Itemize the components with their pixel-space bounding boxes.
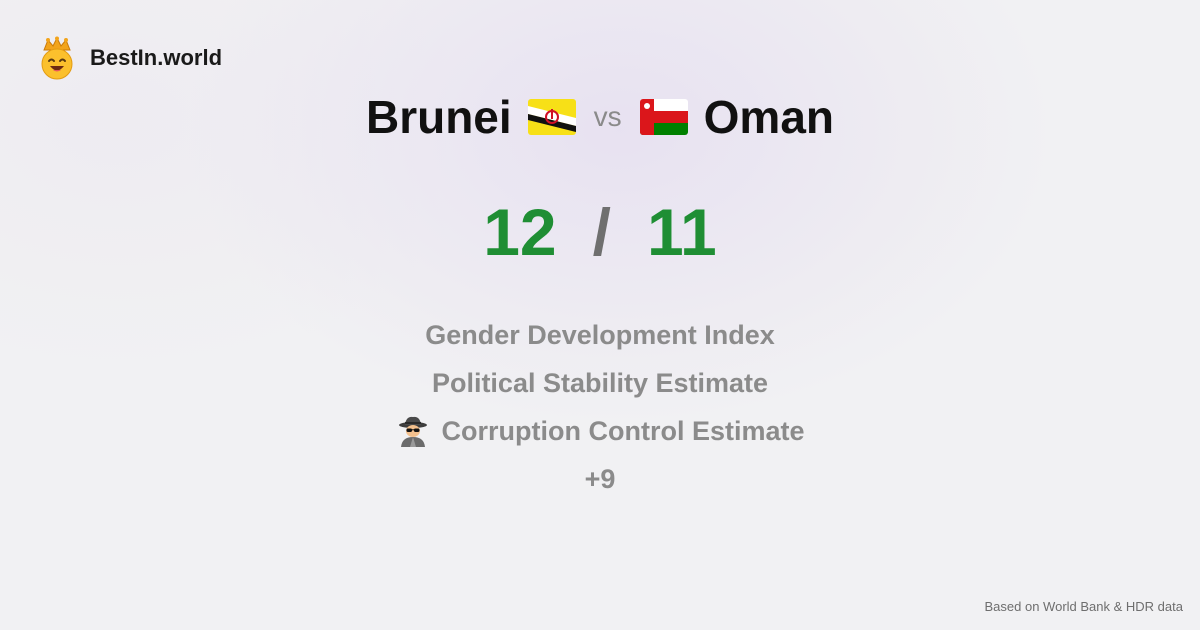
site-logo[interactable]: BestIn.world [38,36,222,80]
brunei-flag-icon [527,99,576,135]
right-country-name: Oman [703,91,835,143]
data-source-note: Based on World Bank & HDR data [984,599,1183,614]
right-score: 11 [646,195,717,269]
crown-smiley-icon [41,36,73,80]
spy-icon [398,416,427,447]
metric-label: Corruption Control Estimate [441,415,805,446]
score-separator: / [592,195,611,269]
vs-label: vs [593,101,622,132]
score-display: 12 / 11 [0,190,1200,274]
metrics-list: Gender Development Index Political Stabi… [0,311,1200,503]
more-metrics-label: +9 [584,463,616,494]
oman-flag-icon [639,99,688,135]
comparison-title: Brunei vs Oman [0,82,1200,152]
metric-item: Gender Development Index [0,311,1200,359]
metric-item: Political Stability Estimate [0,359,1200,407]
metric-item: Corruption Control Estimate [0,407,1200,455]
metric-label: Gender Development Index [425,319,775,350]
metric-label: Political Stability Estimate [431,367,769,398]
left-score: 12 [483,195,557,269]
site-name: BestIn.world [90,45,223,70]
left-country-name: Brunei [365,91,512,143]
more-metrics-count: +9 [0,455,1200,503]
